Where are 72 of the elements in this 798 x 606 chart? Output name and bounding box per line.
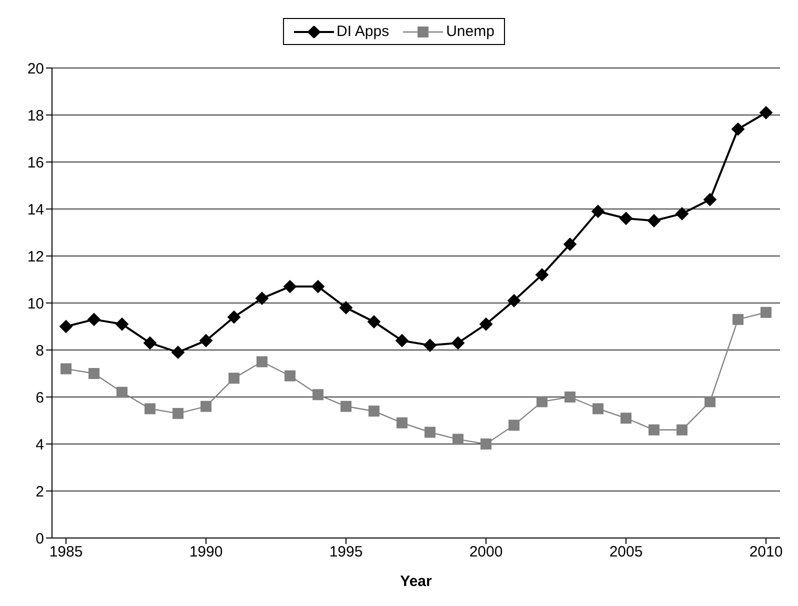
y-tick-label: 12 — [27, 248, 44, 266]
y-tick-label: 2 — [36, 483, 44, 500]
legend-label: Unemp — [445, 23, 494, 40]
point — [732, 122, 744, 136]
point — [564, 392, 576, 402]
y-tick-label: 8 — [36, 342, 44, 360]
point — [172, 408, 184, 419]
y-tick-label: 4 — [36, 436, 44, 454]
point — [228, 310, 240, 324]
point — [144, 403, 156, 414]
point — [88, 312, 100, 326]
point — [60, 320, 72, 333]
point — [256, 356, 268, 368]
point — [452, 336, 464, 350]
y-tick-label: 20 — [27, 60, 44, 78]
point — [564, 238, 576, 251]
point — [648, 424, 660, 436]
point — [732, 314, 744, 325]
point — [760, 106, 772, 120]
point — [200, 334, 212, 348]
x-tick-label: 1985 — [49, 544, 83, 561]
point — [368, 315, 380, 328]
y-tick-label: 10 — [27, 295, 44, 312]
point — [88, 368, 100, 379]
point — [396, 417, 408, 428]
y-tick-label: 0 — [36, 530, 44, 548]
point — [620, 412, 632, 424]
point — [368, 406, 380, 417]
point — [508, 420, 520, 431]
point — [200, 400, 212, 412]
point — [536, 396, 548, 408]
point — [760, 306, 772, 318]
point — [312, 389, 324, 400]
point — [284, 280, 296, 294]
point — [704, 193, 716, 206]
point — [144, 336, 156, 350]
point — [620, 212, 632, 225]
point — [228, 372, 240, 384]
point — [592, 204, 604, 218]
x-tick-label: 1995 — [329, 544, 363, 561]
point — [60, 363, 72, 374]
legend-label: DI Apps — [336, 23, 390, 40]
point — [256, 292, 268, 305]
point — [116, 318, 128, 331]
point — [536, 268, 548, 282]
point — [676, 207, 688, 220]
point — [424, 426, 436, 438]
y-tick-label: 6 — [36, 389, 44, 406]
x-tick-label: 2000 — [469, 544, 503, 561]
x-tick-label: 1990 — [189, 544, 223, 561]
point — [284, 370, 296, 382]
point — [172, 346, 184, 359]
point — [676, 424, 688, 436]
point — [480, 318, 492, 331]
point — [396, 334, 408, 348]
x-tick-label: 2005 — [609, 544, 643, 561]
point — [704, 396, 716, 408]
y-tick-label: 18 — [27, 107, 44, 124]
point — [424, 338, 436, 352]
point — [116, 386, 128, 398]
y-tick-label: 14 — [27, 201, 44, 218]
point — [340, 400, 352, 412]
point — [340, 301, 352, 314]
point — [592, 403, 604, 414]
y-tick-label: 16 — [27, 154, 44, 172]
point — [508, 294, 520, 308]
point — [480, 438, 492, 450]
x-axis-title: Year — [400, 573, 432, 590]
x-tick-label: 2010 — [749, 544, 783, 561]
point — [452, 434, 464, 445]
point — [648, 214, 660, 228]
point — [312, 280, 324, 294]
